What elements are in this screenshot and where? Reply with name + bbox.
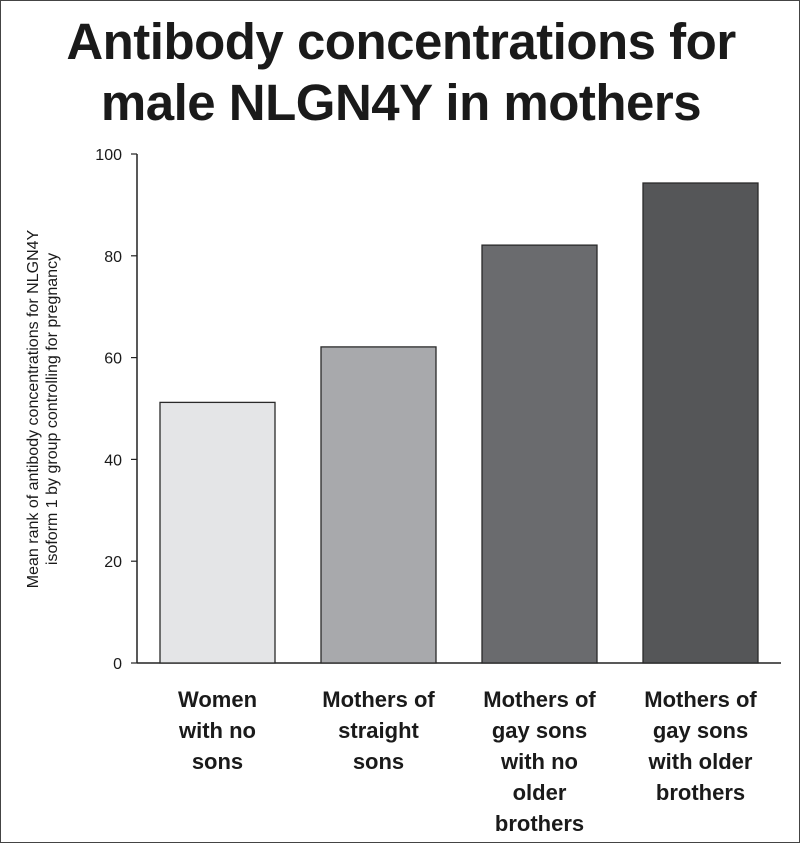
x-tick-label-line: sons	[353, 749, 404, 774]
bar	[642, 182, 759, 664]
x-tick-label-line: brothers	[656, 780, 745, 805]
x-tick-label-line: gay sons	[653, 718, 748, 743]
chart-title-line-2: male NLGN4Y in mothers	[100, 74, 702, 131]
bar	[320, 346, 437, 664]
bar	[481, 244, 598, 664]
chart-title: Antibody concentrations for male NLGN4Y …	[1, 11, 800, 133]
y-tick-label: 40	[104, 452, 122, 469]
x-tick-label-line: Women	[178, 687, 257, 712]
y-tick-label: 20	[104, 554, 122, 571]
x-tick-label: Mothers of gay sons with older brothers	[644, 687, 757, 805]
x-tick-label: Mothers of straight sons	[322, 687, 435, 774]
x-tick-label-line: sons	[192, 749, 243, 774]
x-tick-label-line: with no	[178, 718, 256, 743]
x-tick-label-line: gay sons	[492, 718, 587, 743]
x-tick-label-line: Mothers of	[322, 687, 435, 712]
y-tick-label: 60	[104, 351, 122, 368]
bar	[159, 401, 276, 664]
y-tick-label: 80	[104, 249, 122, 266]
x-tick-label-line: older	[513, 780, 567, 805]
x-tick-label: Women with no sons	[178, 687, 257, 774]
x-tick-label-line: Mothers of	[644, 687, 757, 712]
x-tick-label-line: straight	[338, 718, 419, 743]
x-tick-label: Mothers of gay sons with no older brothers	[483, 687, 596, 836]
x-tick-label-line: Mothers of	[483, 687, 596, 712]
x-tick-label-line: with no	[500, 749, 578, 774]
x-tick-label-line: brothers	[495, 811, 584, 836]
chart-title-line-1: Antibody concentrations for	[66, 13, 736, 70]
x-tick-label-line: with older	[648, 749, 753, 774]
y-tick-label: 0	[113, 656, 122, 673]
y-tick-label: 100	[95, 147, 122, 164]
